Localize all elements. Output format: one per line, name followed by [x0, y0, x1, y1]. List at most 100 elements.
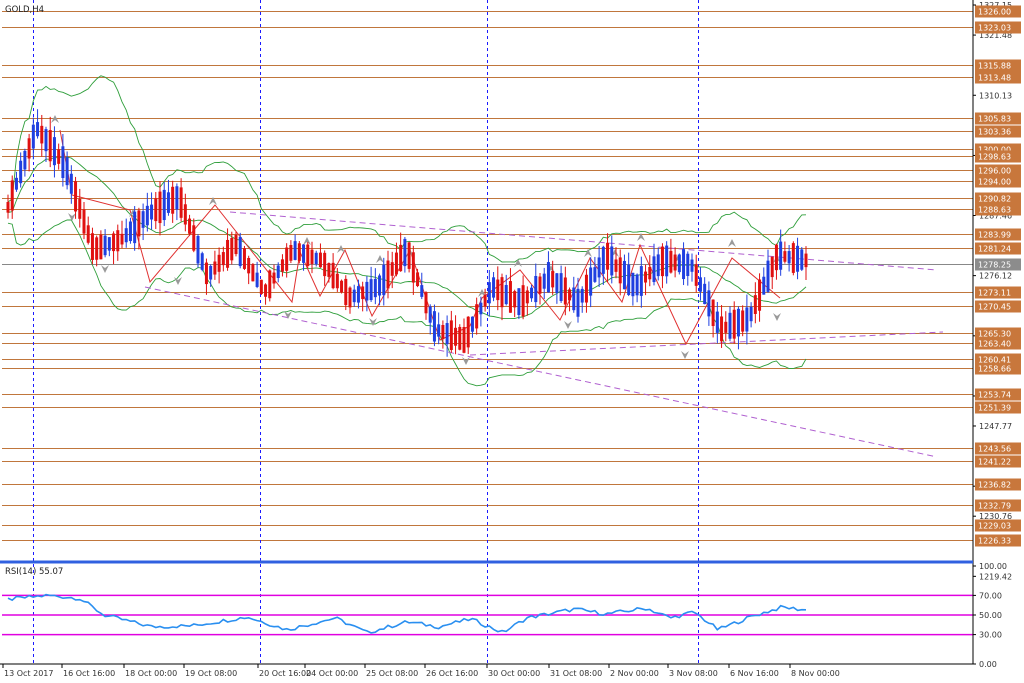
candle-body — [314, 252, 318, 265]
time-tick-label: 3 Nov 08:00 — [669, 669, 718, 678]
level-badge — [975, 300, 1021, 313]
candle-body — [128, 221, 132, 242]
candle-body — [804, 253, 808, 268]
candle-body — [538, 276, 542, 294]
level-label: 1253.74 — [978, 391, 1011, 400]
candle-body — [352, 289, 356, 303]
candle-body — [403, 238, 407, 267]
candle-body — [86, 225, 90, 243]
fractal-down-arrow-icon — [773, 313, 781, 321]
fractal-down-arrow-icon — [68, 213, 76, 221]
level-badge — [975, 21, 1021, 34]
candle-body — [690, 259, 694, 272]
candle-body — [496, 279, 500, 301]
level-badge — [975, 519, 1021, 532]
candle-body — [90, 233, 94, 260]
rsi-layer: 100.00 70.00 50.00 30.00 0.00 — [2, 562, 1007, 669]
candle-body — [732, 309, 736, 339]
candle-body — [36, 122, 40, 137]
time-tick-label: 25 Oct 08:00 — [366, 669, 418, 678]
candle-body — [411, 252, 415, 283]
candle-body — [673, 254, 677, 271]
time-tick-label: 19 Oct 08:00 — [185, 669, 237, 678]
candle-body — [428, 306, 432, 323]
candle-body — [576, 288, 580, 317]
candle-body — [791, 243, 795, 273]
candle-body — [454, 327, 458, 346]
candle-body — [196, 236, 200, 264]
candle-body — [255, 272, 259, 287]
candle-body — [268, 270, 272, 299]
rsi-line — [7, 593, 807, 634]
price-tick-label: 1310.13 — [979, 91, 1012, 100]
candle-body — [280, 259, 284, 272]
candle-body — [470, 316, 474, 332]
price-tick-label: 1230.76 — [979, 512, 1012, 521]
candle-body — [517, 288, 521, 315]
level-label: 1283.99 — [978, 231, 1011, 240]
candle-body — [162, 189, 166, 221]
candle-body — [610, 246, 614, 276]
level-badge — [975, 478, 1021, 491]
candle-body — [158, 191, 162, 224]
candle-body — [69, 173, 73, 194]
candle-body — [787, 251, 791, 264]
trendline — [229, 211, 938, 271]
fractal-down-arrow-icon — [369, 318, 377, 326]
candle-body — [183, 204, 187, 225]
candle-body — [78, 198, 82, 219]
candle-body — [323, 252, 327, 277]
candle-body — [749, 306, 753, 322]
candle-body — [27, 138, 31, 159]
level-label: 1298.63 — [978, 153, 1011, 162]
candle-body — [103, 235, 107, 256]
candle-body — [95, 237, 99, 260]
candle-body — [597, 257, 601, 278]
bollinger-lower — [7, 219, 807, 387]
time-tick-label: 8 Nov 00:00 — [791, 669, 840, 678]
candle-body — [369, 279, 373, 301]
candle-body — [542, 273, 546, 289]
candle-body — [424, 292, 428, 314]
candle-body — [40, 125, 44, 144]
level-badge — [975, 534, 1021, 547]
candle-body — [238, 236, 242, 267]
candle-body — [796, 245, 800, 272]
candle-body — [530, 287, 534, 299]
candle-body — [154, 198, 158, 222]
level-label: 1303.36 — [978, 128, 1011, 137]
candle-body — [289, 245, 293, 261]
level-badge — [975, 175, 1021, 188]
candle-body — [589, 267, 593, 296]
time-tick-label: 30 Oct 00:00 — [488, 669, 540, 678]
candle-body — [242, 248, 246, 269]
candle-body — [513, 291, 517, 308]
time-tick-label: 20 Oct 16:00 — [259, 669, 311, 678]
level-label: 1236.82 — [978, 481, 1011, 490]
candle-body — [479, 302, 483, 315]
candle-body — [48, 130, 52, 162]
badge-layer: 1326.00 1323.03 1315.88 1313.48 1305.83 1303.… — [975, 5, 1021, 547]
level-label: 1278.25 — [978, 261, 1011, 270]
candle-body — [437, 324, 441, 337]
candle-body — [386, 260, 390, 289]
candle-body — [407, 242, 411, 269]
level-badge — [975, 388, 1021, 401]
candle-body — [107, 237, 111, 251]
candle-body — [462, 327, 466, 353]
candle-body — [551, 271, 555, 288]
level-label: 1229.03 — [978, 522, 1011, 531]
level-badge — [975, 327, 1021, 340]
time-tick-label: 31 Oct 08:00 — [550, 669, 602, 678]
candle-body — [606, 242, 610, 270]
candle-body — [703, 283, 707, 305]
candle-body — [217, 254, 221, 272]
candle-body — [500, 277, 504, 308]
level-badge — [975, 258, 1021, 271]
fractal-down-arrow-icon — [284, 311, 292, 319]
candle-body — [568, 289, 572, 301]
candle-body — [800, 249, 804, 270]
trendline — [469, 331, 944, 356]
rsi-tick-label: 30.00 — [979, 631, 1002, 640]
level-label: 1300.00 — [978, 146, 1011, 155]
